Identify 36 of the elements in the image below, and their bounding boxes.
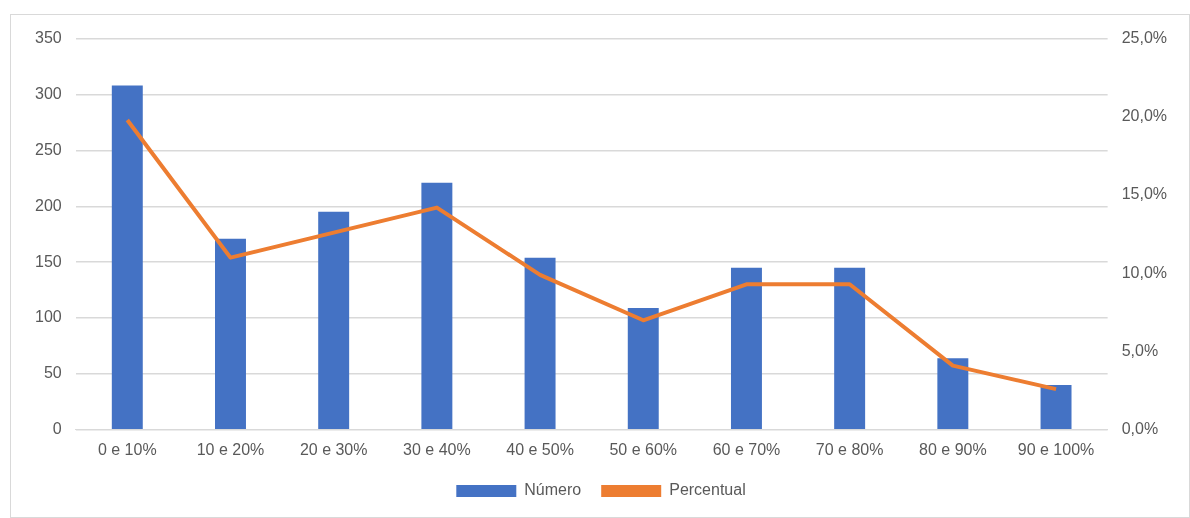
legend-label: Percentual: [669, 481, 746, 499]
y2-tick-label: 10,0%: [1121, 263, 1168, 281]
bar: [730, 267, 762, 430]
x-tick-label: 90 e 100%: [1017, 440, 1095, 458]
bar: [524, 257, 556, 430]
x-tick-label: 10 e 20%: [196, 440, 265, 458]
y2-tick-label: 20,0%: [1121, 107, 1168, 125]
y-tick-label: 150: [34, 252, 62, 270]
bar: [627, 307, 659, 430]
bar: [937, 358, 969, 430]
x-tick-label: 0 e 10%: [97, 440, 157, 458]
bar: [834, 267, 866, 430]
y-tick-label: 0: [52, 420, 62, 438]
bar: [318, 211, 350, 430]
y-tick-label: 350: [34, 29, 62, 47]
bar: [1040, 385, 1072, 430]
bar: [421, 182, 453, 430]
y-tick-label: 200: [34, 196, 62, 214]
y-tick-label: 50: [43, 364, 62, 382]
y2-tick-label: 5,0%: [1121, 341, 1159, 359]
y2-tick-label: 15,0%: [1121, 185, 1168, 203]
y-tick-label: 100: [34, 308, 62, 326]
y-tick-label: 300: [34, 84, 62, 102]
x-tick-label: 40 e 50%: [506, 440, 574, 458]
x-tick-label: 30 e 40%: [403, 440, 471, 458]
x-tick-label: 50 e 60%: [609, 440, 678, 458]
bar: [111, 85, 143, 430]
y-tick-label: 250: [34, 140, 62, 158]
bar: [215, 238, 246, 430]
x-tick-label: 70 e 80%: [815, 440, 884, 458]
legend-label: Número: [524, 481, 582, 499]
y2-tick-label: 25,0%: [1121, 29, 1168, 47]
x-tick-label: 80 e 90%: [919, 440, 987, 458]
x-tick-label: 20 e 30%: [299, 440, 368, 458]
y2-tick-label: 0,0%: [1121, 420, 1159, 438]
x-tick-label: 60 e 70%: [712, 440, 781, 458]
